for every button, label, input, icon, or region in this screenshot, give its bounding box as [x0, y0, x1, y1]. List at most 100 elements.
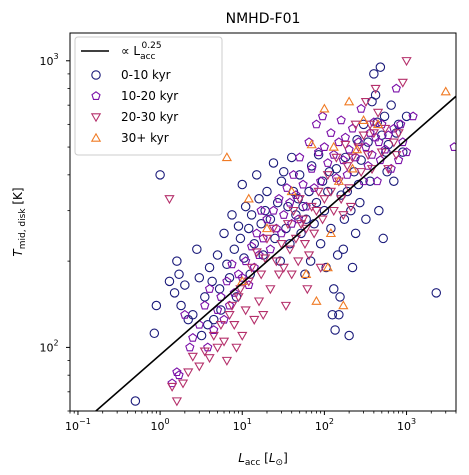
legend-box	[74, 36, 223, 156]
data-point-circle	[386, 100, 396, 110]
data-point-triangle-down	[187, 352, 198, 362]
data-point-circle	[227, 210, 237, 220]
legend-marker-pentagon	[91, 91, 101, 100]
legend: ∝ Lacc0.25 0-10 kyr 10-20 kyr 20-30 kyr 30+ …	[74, 36, 223, 156]
legend-label: 0-10 kyr	[121, 68, 171, 82]
data-point-pentagon	[200, 300, 210, 310]
data-point-pentagon	[188, 332, 198, 342]
data-point-circle	[209, 314, 219, 325]
data-point-circle	[319, 205, 330, 216]
data-point-pentagon	[167, 378, 177, 388]
data-point-triangle-up	[261, 223, 273, 233]
data-point-pentagon	[367, 149, 377, 159]
legend-label: 10-20 kyr	[121, 89, 178, 103]
data-point-circle	[239, 253, 249, 263]
data-point-triangle-down	[328, 206, 339, 216]
data-point-triangle-down	[355, 168, 367, 178]
data-point-circle	[246, 210, 257, 220]
data-point-pentagon	[209, 325, 219, 334]
data-point-pentagon	[229, 287, 239, 297]
data-point-pentagon	[307, 163, 317, 173]
data-point-triangle-down	[383, 165, 394, 175]
data-point-triangle-down	[164, 195, 175, 205]
y-tick-label: 103	[39, 52, 58, 68]
data-point-pentagon	[363, 160, 373, 170]
data-point-triangle-down	[380, 124, 391, 134]
data-point-circle	[149, 328, 160, 339]
data-point-circle	[276, 176, 287, 186]
data-point-circle	[389, 176, 399, 186]
data-point-circle	[339, 214, 350, 224]
data-point-circle	[212, 250, 223, 260]
data-point-circle	[298, 201, 308, 212]
data-point-pentagon	[174, 370, 184, 380]
data-point-triangle-up	[243, 193, 254, 203]
data-point-pentagon	[311, 119, 322, 129]
data-point-circle	[329, 284, 339, 294]
data-point-pentagon	[389, 123, 399, 133]
data-point-circle	[431, 288, 442, 298]
data-point-circle	[237, 179, 248, 190]
data-point-pentagon	[356, 103, 366, 113]
data-point-pentagon	[380, 144, 390, 154]
data-point-triangle-up	[306, 139, 317, 149]
data-point-triangle-down	[280, 301, 292, 311]
data-point-triangle-down	[261, 234, 273, 244]
data-point-triangle-up	[358, 114, 369, 124]
data-point-pentagon	[342, 169, 352, 179]
data-point-pentagon	[282, 183, 292, 192]
data-point-triangle-up	[351, 144, 363, 154]
data-point-triangle-down	[401, 57, 412, 67]
data-point-circle	[204, 262, 215, 273]
data-point-triangle-down	[240, 306, 251, 316]
data-point-triangle-down	[393, 129, 404, 139]
data-point-circle	[222, 259, 232, 270]
data-point-triangle-down	[278, 263, 289, 273]
data-point-triangle-down	[218, 337, 230, 347]
data-point-circle	[365, 176, 375, 186]
data-point-circle	[130, 396, 141, 406]
legend-marker-circle	[91, 70, 101, 80]
data-point-circle	[326, 223, 336, 234]
data-point-pentagon	[222, 276, 232, 286]
data-point-pentagon	[224, 300, 235, 310]
data-point-pentagon	[317, 111, 328, 121]
data-point-circle	[363, 137, 373, 147]
data-point-triangle-down	[368, 129, 380, 139]
data-point-circle	[401, 111, 412, 122]
data-point-pentagon	[301, 201, 311, 211]
data-point-pentagon	[252, 228, 262, 238]
data-point-pentagon	[396, 119, 406, 129]
data-point-triangle-up	[311, 295, 322, 305]
data-point-circle	[196, 330, 207, 341]
data-point-pentagon	[393, 155, 404, 165]
data-point-triangle-down	[319, 195, 330, 205]
data-point-triangle-down	[358, 131, 369, 141]
data-point-circle	[216, 305, 226, 315]
data-point-triangle-up	[322, 262, 333, 272]
data-point-triangle-up	[301, 268, 312, 278]
data-point-triangle-down	[194, 362, 205, 372]
data-point-pentagon	[279, 209, 289, 219]
data-point-triangle-down	[331, 153, 342, 163]
data-point-circle	[278, 167, 289, 177]
data-point-triangle-down	[231, 343, 242, 353]
data-point-triangle-up	[221, 152, 233, 162]
data-point-triangle-down	[376, 148, 387, 158]
data-point-circle	[155, 170, 165, 180]
data-point-triangle-down	[237, 331, 248, 341]
data-point-pentagon	[180, 309, 190, 319]
data-point-triangle-down	[208, 331, 219, 341]
data-point-circle	[344, 330, 354, 341]
data-point-triangle-up	[325, 228, 337, 238]
data-point-triangle-down	[288, 206, 299, 216]
data-point-triangle-down	[311, 206, 322, 216]
data-point-circle	[229, 244, 240, 255]
data-point-circle	[334, 310, 344, 320]
data-point-triangle-down	[251, 248, 262, 258]
data-point-pentagon	[323, 158, 333, 167]
x-tick-label: 102	[315, 417, 334, 433]
data-point-triangle-down	[313, 187, 324, 197]
data-point-pentagon	[374, 137, 384, 147]
data-point-circle	[356, 155, 366, 165]
